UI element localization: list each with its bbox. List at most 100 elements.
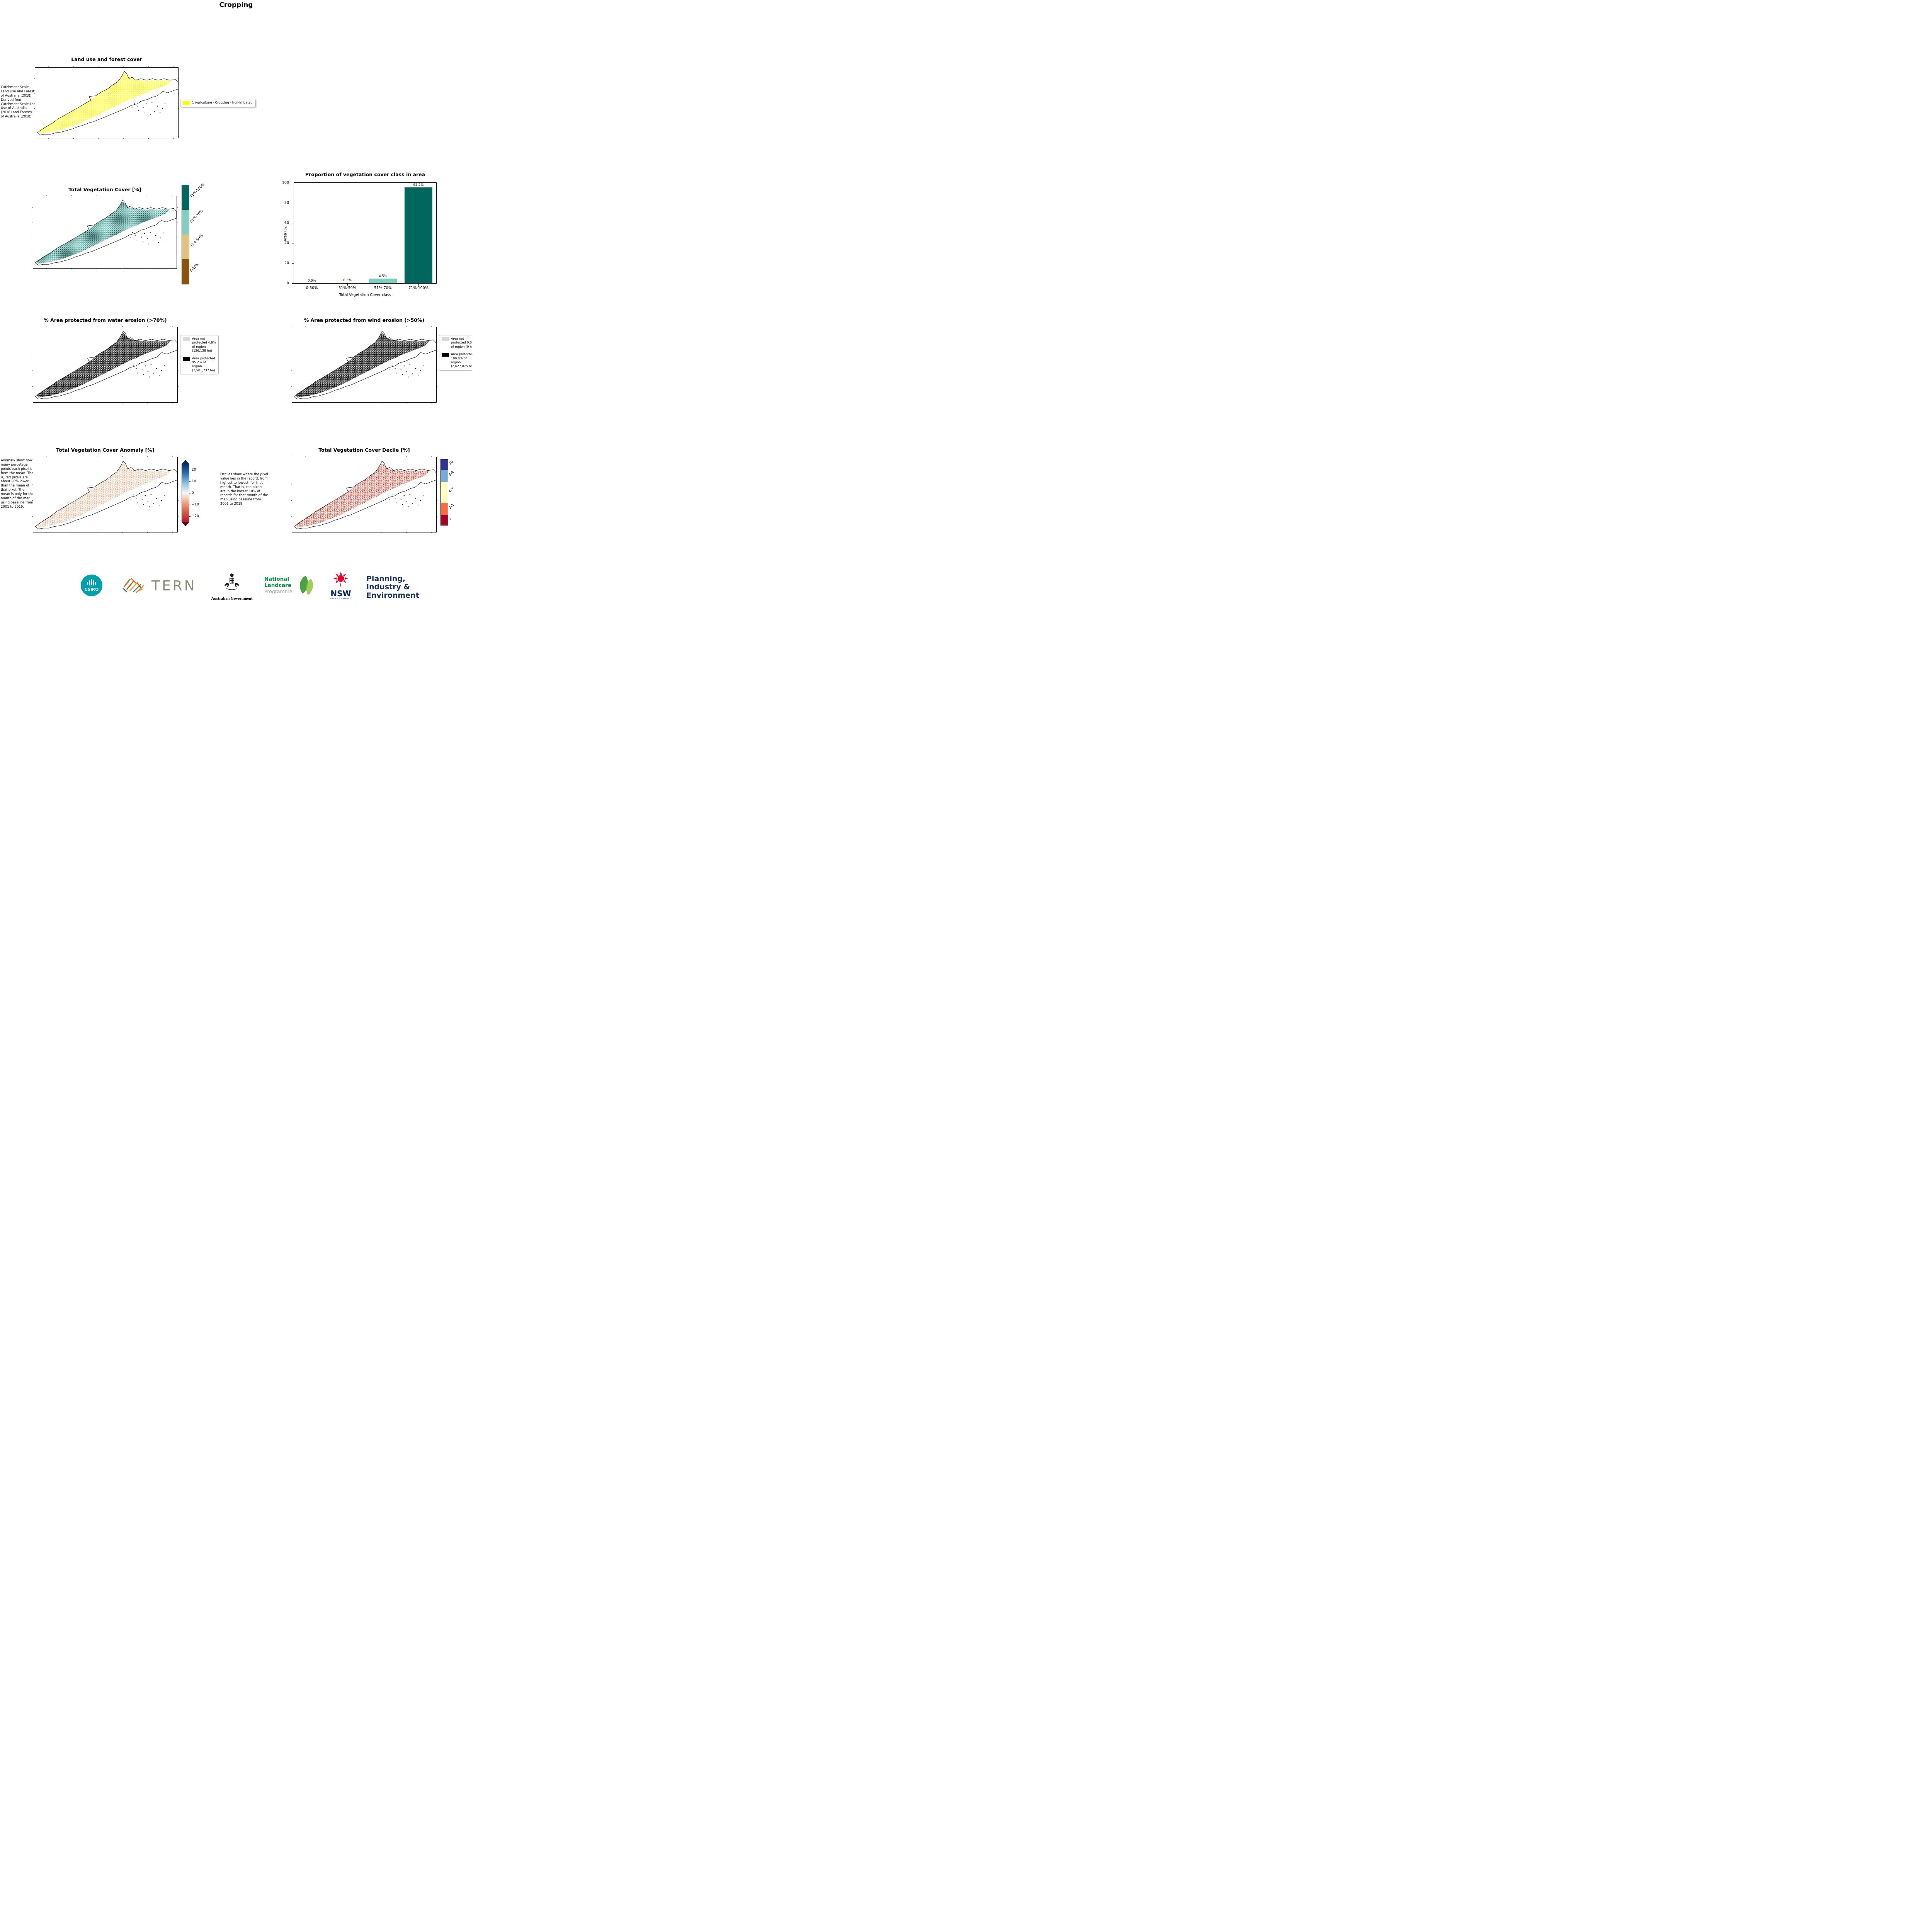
x-tick: [418, 283, 419, 286]
legend-swatch: [442, 353, 449, 357]
colorbar-segment: 0-30%: [182, 259, 200, 284]
colorbar-tickmark: [189, 516, 190, 517]
landuse-legend: 1 Agriculture - Cropping - Non-irrigated: [180, 99, 255, 107]
colorbar-tick-label: 20: [192, 468, 196, 472]
bar: [405, 187, 432, 283]
colorbar-tick-label: 1: [448, 517, 453, 521]
colorbar-segment: 51%-70%: [182, 209, 204, 235]
page-title: Cropping: [219, 1, 253, 9]
dpie-line-2: Industry &: [366, 583, 410, 592]
legend-item: Area protected 100.0% of region (2,627,8…: [442, 352, 472, 369]
legend-label: 1 Agriculture - Cropping - Non-irrigated: [192, 101, 253, 104]
veg-cover-map: [32, 195, 178, 270]
colorbar-tick-label: 2-3: [448, 503, 455, 510]
colorbar-tick-label: 4-7: [448, 486, 455, 494]
y-tick-label: 80: [284, 201, 289, 205]
landcare-line-2: Landcare: [264, 582, 291, 588]
bar-slot: 95.2% 71%-100%: [401, 183, 436, 290]
legend-label: Area not protected 0.0% of region (0 ha): [451, 337, 472, 349]
y-tick: 20: [284, 261, 294, 265]
colorbar-segment: 71%-100%: [182, 182, 206, 210]
anomaly-colorbar-ticks: 20 10 0 −10 −20: [189, 460, 203, 526]
dpie-wordmark: Planning, Industry & Environment: [366, 575, 419, 600]
bar-value-label: 0.0%: [308, 279, 316, 283]
decile-colorbar: 10 8-9 4-7 2-3 1: [440, 459, 455, 526]
colorbar-tick-label: 51%-70%: [189, 209, 204, 224]
csiro-wave-icon: [87, 579, 96, 586]
bar-slot: 0.0% 0-30%: [294, 183, 330, 290]
chart-x-axis-label: Total Vegetation Cover class: [339, 293, 391, 297]
veg-cover-colorbar: 71%-100% 51%-70% 31%-50% 0-30%: [182, 182, 206, 284]
chart-title: Proportion of vegetation cover class in …: [305, 172, 425, 177]
legend-item: Area not protected 4.8% of region (126,1…: [183, 337, 216, 353]
y-tick: 0: [287, 281, 294, 286]
bar-value-label: 0.3%: [343, 279, 352, 283]
bar-value-label: 95.2%: [413, 183, 424, 187]
colorbar-tick-label: 10: [448, 460, 454, 466]
legend-label: Area protected 95.2% of region (2,501,73…: [192, 356, 215, 372]
legend-label: Area not protected 4.8% of region (126,1…: [192, 337, 216, 353]
colorbar-segment: 8-9: [441, 469, 455, 482]
landuse-title: Land use and forest cover: [71, 56, 142, 62]
legend-item: Area not protected 0.0% of region (0 ha): [442, 337, 472, 349]
dpie-line-1: Planning,: [366, 575, 406, 583]
report-page: Cropping Land use and forest cover Catch…: [0, 0, 472, 604]
legend-item: 1 Agriculture - Cropping - Non-irrigated: [183, 101, 253, 105]
landcare-line-1: National: [264, 576, 289, 582]
colorbar-segment: 10: [441, 459, 454, 470]
legend-swatch: [183, 101, 190, 105]
colorbar-segment: 1: [441, 515, 452, 525]
colorbar-tick-label: 0-30%: [189, 262, 200, 273]
landcare-wordmark: National Landcare Programme: [264, 576, 293, 595]
x-tick-label: 51%-70%: [374, 286, 392, 290]
landcare-leaf-icon: [294, 574, 318, 598]
nsw-waratah-icon: [332, 571, 349, 588]
csiro-wordmark: CSIRO: [85, 587, 99, 592]
landuse-map: [34, 66, 180, 139]
chart-y-axis-label: Area (%): [283, 225, 288, 242]
australian-government-crest-icon: [221, 571, 243, 592]
decile-map: [291, 456, 438, 534]
nsw-wordmark: NSW: [330, 589, 351, 598]
legend-label: Area protected 100.0% of region (2,627,8…: [451, 352, 472, 368]
colorbar-segment: 2-3: [441, 502, 455, 515]
anomaly-title: Total Vegetation Cover Anomaly [%]: [56, 447, 155, 453]
anomaly-map: [32, 456, 179, 534]
bar-slot: 0.3% 31%-50%: [330, 183, 365, 290]
colorbar-tick-label: −10: [192, 503, 199, 507]
nsw-government-label: GOVERNMENT: [330, 598, 352, 600]
decile-title: Total Vegetation Cover Decile [%]: [318, 447, 410, 453]
y-tick-label: 0: [286, 281, 289, 286]
csiro-logo: CSIRO: [80, 574, 103, 597]
bar-slot: 4.5% 51%-70%: [365, 183, 401, 290]
bar-value-label: 4.5%: [379, 274, 387, 279]
y-tick-label: 60: [284, 221, 289, 225]
tern-wordmark: TERN: [151, 578, 197, 594]
colorbar-tickmark: [189, 481, 190, 482]
legend-item: Area protected 95.2% of region (2,501,73…: [183, 357, 216, 373]
colorbar-segment: 4-7: [441, 482, 455, 503]
colorbar-arrow-up: [182, 460, 189, 464]
x-tick-label: 31%-50%: [338, 286, 356, 290]
water-erosion-title: % Area protected from water erosion (>70…: [44, 317, 167, 323]
y-tick-label: 100: [282, 180, 289, 185]
wind-erosion-map: [291, 326, 438, 404]
anomaly-colorbar: 20 10 0 −10 −20: [182, 460, 199, 526]
legend-swatch: [183, 337, 190, 341]
x-tick-label: 0-30%: [306, 286, 318, 290]
colorbar-segment: 31%-50%: [182, 234, 204, 259]
australian-government-wordmark: Australian Government: [211, 597, 253, 601]
landcare-line-3: Programme: [264, 588, 293, 595]
colorbar-tick-label: 31%-50%: [189, 233, 204, 248]
colorbar-tick-label: 10: [192, 480, 196, 483]
bar: [369, 279, 397, 283]
y-tick-label: 20: [284, 261, 289, 265]
colorbar-arrow-down: [182, 522, 189, 526]
y-tick-label: 40: [284, 241, 289, 245]
landuse-side-note: Catchment Scale Land Use and Forests of …: [1, 85, 38, 119]
wind-erosion-legend: Area not protected 0.0% of region (0 ha)…: [439, 335, 472, 371]
tern-map-icon: [118, 574, 149, 598]
dpie-line-3: Environment: [366, 591, 419, 600]
x-tick: [347, 283, 348, 286]
veg-cover-title: Total Vegetation Cover [%]: [68, 187, 141, 192]
